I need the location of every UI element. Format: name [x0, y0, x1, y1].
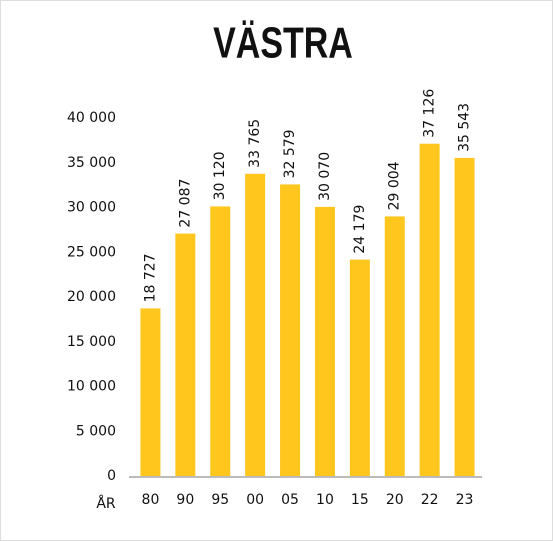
x-tick-label: 05 — [281, 492, 299, 508]
y-tick-label: 25 000 — [67, 244, 116, 260]
x-tick-label: 22 — [421, 492, 439, 508]
bar — [175, 233, 196, 476]
bar — [349, 259, 370, 476]
bar — [140, 308, 161, 476]
x-tick-label: 00 — [246, 492, 264, 508]
x-tick-label: 15 — [351, 492, 369, 508]
bar — [419, 143, 440, 477]
bar — [245, 173, 266, 476]
x-tick-label: 20 — [386, 492, 404, 508]
x-tick-label: 95 — [211, 492, 229, 508]
y-tick-label: 0 — [107, 468, 116, 484]
x-axis-label: ÅR — [96, 495, 116, 512]
x-tick-label: 23 — [456, 492, 474, 508]
value-label: 30 120 — [212, 151, 228, 200]
y-tick-label: 40 000 — [67, 110, 116, 126]
y-tick-label: 10 000 — [67, 379, 116, 395]
y-tick-label: 30 000 — [67, 200, 116, 216]
value-label: 18 727 — [142, 253, 158, 302]
value-label: 29 004 — [387, 161, 403, 210]
bar — [454, 157, 475, 477]
bar — [210, 206, 231, 476]
y-tick-label: 5 000 — [76, 423, 116, 439]
y-tick-label: 15 000 — [67, 334, 116, 350]
x-tick-label: 80 — [142, 492, 160, 508]
chart-title: VÄSTRA — [213, 18, 353, 67]
value-label: 32 579 — [282, 129, 298, 178]
value-label: 35 543 — [457, 103, 473, 152]
y-tick-label: 35 000 — [67, 155, 116, 171]
value-label: 24 179 — [352, 205, 368, 254]
value-label: 37 126 — [422, 89, 438, 138]
bar — [384, 216, 405, 477]
value-label: 27 087 — [177, 179, 193, 228]
x-tick-label: 90 — [176, 492, 194, 508]
bar — [280, 184, 301, 476]
value-label: 33 765 — [247, 119, 263, 168]
bar — [314, 206, 335, 476]
x-tick-label: 10 — [316, 492, 334, 508]
value-label: 30 070 — [317, 152, 333, 201]
y-tick-label: 20 000 — [67, 289, 116, 305]
